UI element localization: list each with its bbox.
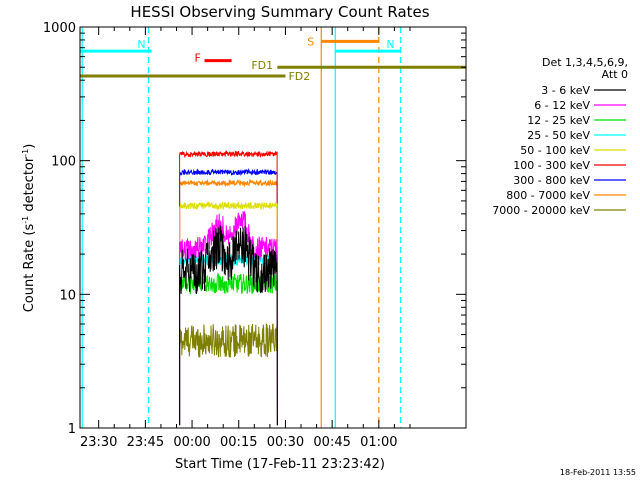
annotation-label-s-5: S [307, 35, 314, 48]
x-tick-label-6: 01:00 [360, 435, 397, 450]
x-tick-label-3: 00:15 [220, 435, 257, 450]
annotation-label-n-1: N [386, 38, 394, 51]
legend-label-7: 800 - 7000 keV [506, 189, 590, 202]
y-axis-label-sup2: -1 [21, 149, 30, 157]
y-tick-label-2: 100 [51, 155, 76, 170]
annotation-label-fd2-4: FD2 [288, 70, 310, 83]
series-line-5 [179, 150, 278, 426]
annotation-label-fd1-3: FD1 [251, 59, 273, 72]
series-line-7 [179, 178, 278, 426]
y-axis-label-pre: Count Rate (s [22, 224, 37, 313]
legend-label-8: 7000 - 20000 keV [492, 204, 590, 217]
legend-label-3: 25 - 50 keV [527, 129, 590, 142]
chart-title: HESSI Observing Summary Count Rates [130, 3, 429, 21]
x-tick-label-1: 23:45 [127, 435, 164, 450]
y-tick-label-0: 1 [68, 422, 76, 437]
series-line-1 [179, 210, 278, 426]
legend-label-1: 6 - 12 keV [534, 99, 590, 112]
legend-label-4: 50 - 100 keV [520, 144, 590, 157]
y-axis-label-mid: detector [22, 156, 37, 216]
legend-items: 3 - 6 keV 6 - 12 keV 12 - 25 keV 25 - 50 ke… [492, 84, 626, 217]
legend-label-2: 12 - 25 keV [527, 114, 590, 127]
series-line-8 [179, 323, 278, 426]
series-line-6 [179, 167, 278, 426]
legend-label-6: 300 - 800 keV [513, 174, 590, 187]
footer-timestamp: 18-Feb-2011 13:55 [560, 468, 636, 477]
legend-header-1: Det 1,3,4,5,6,9, [542, 56, 628, 69]
x-axis: 23:30 23:45 00:00 00:15 00:30 00:45 01:00 [80, 27, 411, 450]
x-tick-label-2: 00:00 [173, 435, 210, 450]
x-tick-label-0: 23:30 [80, 435, 117, 450]
y-tick-label-3: 1000 [43, 21, 76, 36]
y-tick-label-1: 10 [59, 288, 76, 303]
annotation-label-f-2: F [195, 52, 201, 65]
legend-label-0: 3 - 6 keV [541, 84, 590, 97]
y-axis-label: Count Rate (s-1 detector-1) [21, 144, 37, 313]
y-axis-label-post: ) [22, 144, 37, 149]
series-line-0 [179, 225, 278, 426]
x-axis-label: Start Time (17-Feb-11 23:23:42) [175, 457, 385, 472]
x-tick-label-4: 00:30 [267, 435, 304, 450]
legend: Det 1,3,4,5,6,9, Att 0 3 - 6 keV 6 - 12 k… [492, 56, 628, 217]
legend-label-5: 100 - 300 keV [513, 159, 590, 172]
series-line-4 [179, 200, 278, 426]
y-axis: 1 10 100 1000 [43, 21, 466, 437]
plot-area: N N F FD1 FD2 S [80, 27, 466, 428]
plot-frame [79, 26, 467, 429]
legend-header-2: Att 0 [602, 68, 628, 81]
y-axis-label-sup1: -1 [21, 216, 30, 224]
x-tick-label-5: 00:45 [313, 435, 350, 450]
annotation-label-n-0: N [137, 38, 145, 51]
